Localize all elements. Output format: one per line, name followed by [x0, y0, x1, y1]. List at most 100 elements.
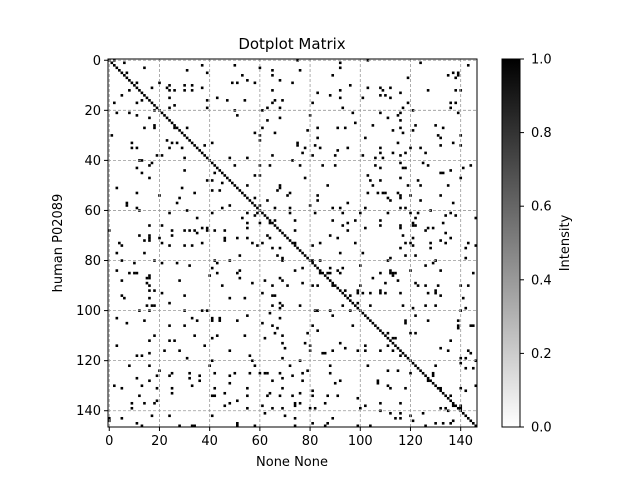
dot-cell	[128, 89, 131, 92]
dot-cell	[180, 146, 184, 150]
dot-cell	[439, 239, 442, 242]
dot-cell	[170, 121, 174, 125]
dot-cell	[346, 229, 350, 232]
dot-cell	[386, 211, 390, 215]
dot-cell	[210, 394, 214, 398]
dot-cell	[253, 204, 257, 207]
dot-cell	[130, 81, 134, 85]
dot-cell	[168, 146, 171, 150]
dot-cell	[434, 124, 437, 127]
dot-cell	[439, 294, 442, 297]
dot-cell	[153, 104, 156, 107]
dot-cell	[391, 341, 395, 345]
dot-cell	[185, 136, 189, 140]
dot-cell	[190, 424, 194, 428]
dot-cell	[268, 164, 272, 167]
dot-cell	[251, 201, 254, 205]
dot-cell	[168, 414, 171, 418]
dot-cell	[150, 101, 154, 105]
dot-cell	[369, 319, 372, 322]
y-tick-label: 20	[84, 104, 101, 119]
colorbar-tick-label: 0.4	[531, 273, 552, 288]
dot-cell	[426, 89, 430, 92]
dot-cell	[148, 176, 151, 180]
dot-cell	[466, 349, 470, 352]
dot-cell	[406, 101, 410, 105]
dot-cell	[210, 266, 214, 270]
dot-cell	[356, 301, 360, 305]
dot-cell	[361, 291, 365, 295]
dot-cell	[328, 371, 332, 375]
dot-cell	[253, 81, 257, 85]
dot-cell	[160, 224, 164, 227]
dot-cell	[356, 289, 360, 292]
dot-cell	[406, 76, 410, 80]
dot-cell	[424, 284, 427, 287]
dot-cell	[356, 291, 360, 295]
dot-cell	[436, 386, 440, 390]
dot-cell	[326, 421, 329, 425]
dot-cell	[456, 326, 460, 330]
dot-cell	[236, 114, 239, 117]
dot-cell	[401, 304, 405, 307]
dot-cell	[359, 211, 362, 215]
dot-cell	[364, 136, 367, 140]
dot-cell	[273, 131, 277, 135]
dot-cell	[281, 376, 284, 380]
dot-cell	[399, 291, 402, 295]
dot-cell	[338, 206, 342, 210]
dot-cell	[168, 106, 171, 110]
dot-cell	[384, 94, 387, 97]
dot-cell	[404, 241, 407, 245]
dot-cell	[461, 296, 465, 300]
dot-cell	[296, 246, 299, 250]
dot-cell	[175, 126, 179, 130]
dot-cell	[326, 271, 329, 275]
dot-cell	[439, 406, 442, 410]
dot-cell	[323, 274, 327, 277]
dot-cell	[140, 99, 144, 102]
dot-cell	[293, 229, 297, 232]
dot-cell	[459, 361, 463, 365]
dot-cell	[140, 159, 144, 162]
dot-cell	[316, 329, 319, 332]
dot-cell	[258, 371, 262, 375]
dot-cell	[231, 81, 234, 85]
dot-cell	[474, 424, 478, 428]
y-tick-label: 120	[76, 354, 101, 369]
dot-cell	[316, 91, 319, 95]
dot-cell	[233, 164, 237, 167]
dot-cell	[341, 291, 345, 295]
dot-cell	[296, 59, 299, 62]
dot-cell	[243, 296, 247, 300]
dot-cell	[338, 66, 342, 70]
dot-cell	[135, 376, 139, 380]
dot-cell	[446, 184, 450, 187]
dot-cell	[168, 119, 171, 122]
dot-cell	[253, 174, 257, 177]
dot-cell	[246, 386, 249, 390]
dot-cell	[246, 236, 249, 240]
dot-cell	[341, 106, 345, 110]
x-tick-label: 0	[105, 434, 113, 449]
dot-cell	[351, 111, 355, 115]
dot-cell	[138, 89, 141, 92]
dot-cell	[148, 224, 151, 227]
dot-cell	[338, 341, 342, 345]
dot-cell	[288, 191, 292, 195]
dot-cell	[253, 196, 257, 200]
dot-cell	[364, 404, 367, 408]
dot-cell	[118, 241, 121, 245]
dot-cell	[153, 126, 156, 130]
dot-cell	[223, 174, 227, 177]
dot-cell	[404, 206, 407, 210]
dot-cell	[256, 244, 259, 247]
dot-cell	[286, 194, 289, 197]
y-axis-label: human P02089	[51, 194, 66, 293]
dot-cell	[399, 91, 402, 95]
dot-cell	[351, 324, 355, 327]
dot-cell	[193, 229, 196, 232]
dot-cell	[213, 371, 217, 375]
dot-cell	[135, 101, 139, 105]
